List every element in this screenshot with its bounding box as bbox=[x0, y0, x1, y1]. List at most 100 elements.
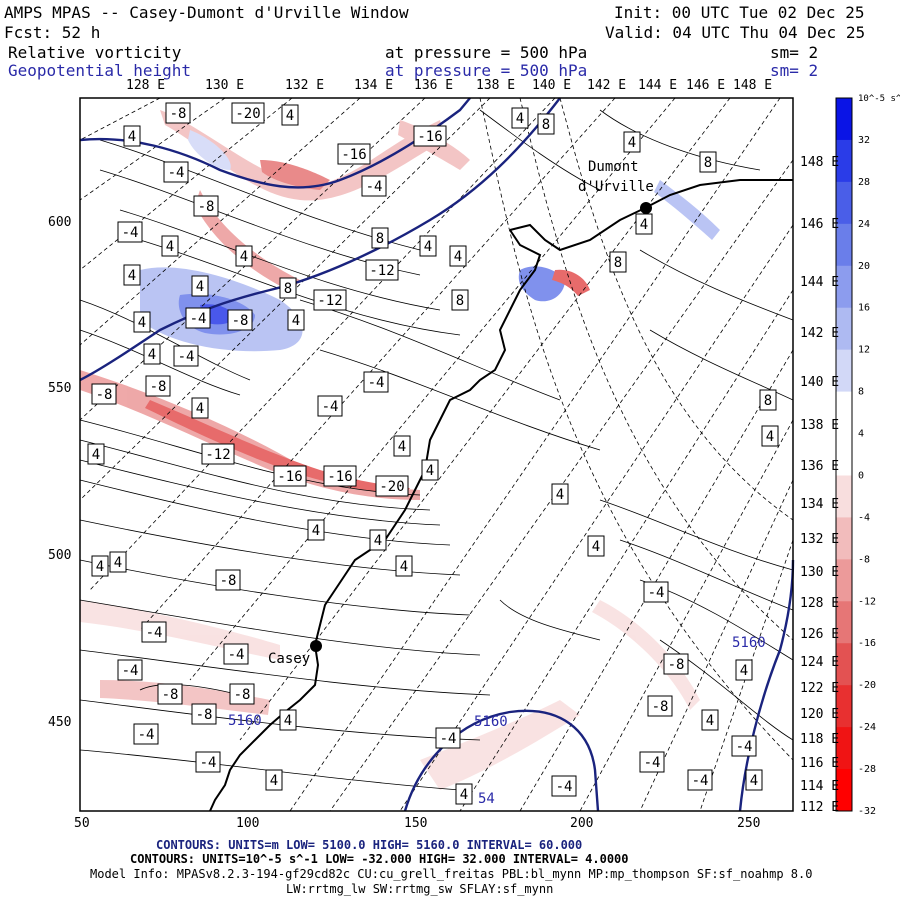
vorticity-label: -4 bbox=[122, 225, 139, 241]
right-lon-label: 138 E bbox=[800, 418, 840, 433]
vorticity-label: -4 bbox=[556, 779, 573, 795]
plot-frame bbox=[79, 97, 794, 812]
colorbar-swatch bbox=[836, 139, 852, 183]
vorticity-label: -4 bbox=[366, 179, 383, 195]
vorticity-label-box bbox=[413, 125, 447, 147]
vorticity-label-box bbox=[87, 443, 105, 465]
vorticity-label-box bbox=[91, 383, 117, 405]
vorticity-label: 8 bbox=[614, 255, 622, 271]
footer-height-contours: CONTOURS: UNITS=m LOW= 5100.0 HIGH= 5160… bbox=[156, 838, 583, 852]
vorticity-label-box bbox=[323, 465, 357, 487]
vorticity-label: -8 bbox=[668, 657, 685, 673]
vorticity-label: -4 bbox=[440, 731, 457, 747]
vorticity-label-box bbox=[281, 104, 299, 126]
colorbar-label: 16 bbox=[858, 303, 870, 314]
right-lon-label: 146 E bbox=[800, 217, 840, 232]
colorbar-swatch bbox=[836, 98, 852, 141]
colorbar-border bbox=[835, 97, 853, 812]
colorbar-swatch bbox=[836, 475, 852, 518]
colorbar-swatch bbox=[836, 643, 852, 686]
vorticity-label-box bbox=[761, 425, 779, 447]
colorbar-swatch bbox=[836, 685, 852, 728]
vorticity-label: 8 bbox=[764, 393, 772, 409]
colorbar-swatch bbox=[836, 307, 852, 351]
colorbar-label: 24 bbox=[858, 219, 870, 230]
vorticity-label-box bbox=[735, 659, 753, 681]
vorticity-label-box bbox=[287, 309, 305, 331]
vorticity-label: 4 bbox=[270, 773, 278, 789]
top-lon-label: 148 E bbox=[733, 78, 773, 93]
vorticity-label: 4 bbox=[740, 663, 748, 679]
field1-level: at pressure = 500 hPa bbox=[385, 43, 588, 62]
field2-name: Geopotential height bbox=[8, 61, 192, 80]
right-lon-label: 122 E bbox=[800, 681, 840, 696]
field2-level: at pressure = 500 hPa bbox=[385, 61, 588, 80]
vorticity-label: 4 bbox=[128, 268, 136, 284]
vorticity-label: 4 bbox=[96, 559, 104, 575]
right-lon-label: 120 E bbox=[800, 707, 840, 722]
colorbar-label: 20 bbox=[858, 261, 870, 272]
colorbar-swatch bbox=[836, 727, 852, 770]
vorticity-label: -8 bbox=[196, 707, 213, 723]
vorticity-label: 4 bbox=[706, 713, 714, 729]
colorbar-label: -28 bbox=[858, 764, 876, 775]
vorticity-label-box bbox=[731, 735, 757, 757]
right-lon-label: 134 E bbox=[800, 497, 840, 512]
vorticity-label: 4 bbox=[766, 429, 774, 445]
vorticity-label: 4 bbox=[460, 787, 468, 803]
vorticity-label-box bbox=[191, 703, 217, 725]
vorticity-label: 4 bbox=[128, 129, 136, 145]
vorticity-label-box bbox=[185, 307, 211, 329]
vorticity-label: -4 bbox=[178, 349, 195, 365]
vorticity-label-box bbox=[511, 107, 529, 129]
vorticity-label: 4 bbox=[292, 313, 300, 329]
x-tick: 100 bbox=[236, 816, 260, 831]
vorticity-label: -20 bbox=[379, 479, 404, 495]
height-label: 5160 bbox=[474, 714, 508, 730]
vorticity-label: 4 bbox=[286, 108, 294, 124]
vorticity-label: 4 bbox=[196, 401, 204, 417]
vorticity-label-box bbox=[195, 751, 221, 773]
vorticity-label-box bbox=[365, 259, 399, 281]
y-tick: 600 bbox=[48, 215, 72, 230]
right-lon-label: 136 E bbox=[800, 459, 840, 474]
colorbar-label: -8 bbox=[858, 554, 870, 565]
vorticity-label-box bbox=[313, 289, 347, 311]
vorticity-label-box bbox=[745, 769, 763, 791]
colorbar-label: 8 bbox=[858, 387, 864, 398]
x-tick: 200 bbox=[570, 816, 594, 831]
vorticity-label: 4 bbox=[426, 463, 434, 479]
vorticity-label-box bbox=[191, 275, 209, 297]
height-contours bbox=[79, 97, 795, 812]
vorticity-label-box bbox=[395, 555, 413, 577]
vorticity-label: 4 bbox=[284, 713, 292, 729]
right-lon-label: 126 E bbox=[800, 627, 840, 642]
colorbar-label: -24 bbox=[858, 722, 876, 733]
casey-station-marker bbox=[310, 640, 322, 652]
vorticity-label-box bbox=[449, 245, 467, 267]
top-lon-label: 130 E bbox=[205, 78, 245, 93]
vorticity-label: -4 bbox=[692, 773, 709, 789]
vorticity-label: -8 bbox=[96, 387, 113, 403]
vorticity-label: 4 bbox=[92, 447, 100, 463]
vorticity-label: -4 bbox=[122, 663, 139, 679]
vorticity-label: 4 bbox=[374, 533, 382, 549]
vorticity-label-box bbox=[317, 395, 343, 417]
durville-label: d'Urville bbox=[578, 179, 654, 195]
vorticity-label: 4 bbox=[138, 315, 146, 331]
vorticity-label-box bbox=[363, 371, 389, 393]
vorticity-label: -4 bbox=[368, 375, 385, 391]
vorticity-label-box bbox=[229, 683, 255, 705]
right-lon-label: 118 E bbox=[800, 732, 840, 747]
vorticity-label-box bbox=[223, 643, 249, 665]
vorticity-label-box bbox=[455, 783, 473, 805]
colorbar-label: 28 bbox=[858, 177, 870, 188]
top-lon-label: 134 E bbox=[354, 78, 394, 93]
vorticity-label-box bbox=[141, 621, 167, 643]
right-lon-label: 132 E bbox=[800, 532, 840, 547]
field2-smooth: sm= 2 bbox=[770, 61, 819, 80]
vorticity-label-box bbox=[201, 443, 235, 465]
height-label: 5160 bbox=[732, 635, 766, 651]
vorticity-label: -8 bbox=[198, 199, 215, 215]
vorticity-label: 8 bbox=[704, 155, 712, 171]
